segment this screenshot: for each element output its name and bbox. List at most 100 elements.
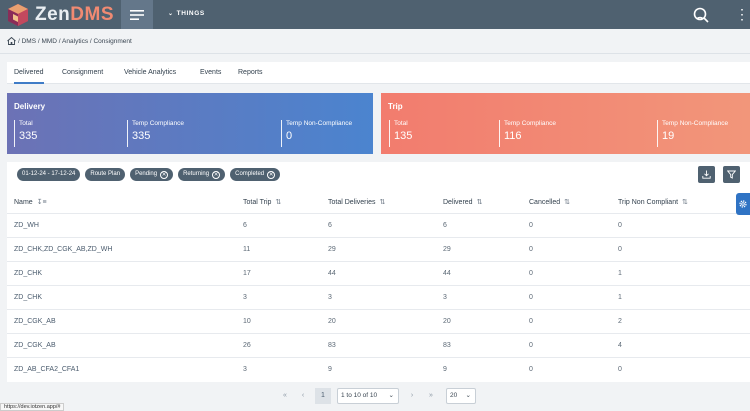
tab-consignment[interactable]: Consignment xyxy=(62,69,104,76)
sort-icon[interactable]: ⇅ xyxy=(476,198,483,206)
table-cell: 29 xyxy=(436,236,522,261)
sort-icon[interactable]: ⇅ xyxy=(275,198,282,206)
sort-icon[interactable]: ⇅ xyxy=(682,198,688,206)
metric-label: Temp Compliance xyxy=(132,120,185,127)
cube-logo-icon xyxy=(8,3,28,26)
chip-label: Pending xyxy=(135,171,158,177)
chip-label: Returning xyxy=(183,171,210,177)
table-cell: 83 xyxy=(436,332,522,357)
table-row[interactable]: ZD_CGK_AB 26 83 83 0 4 xyxy=(7,332,750,357)
current-page-button[interactable]: 1 xyxy=(315,388,331,404)
header-label: Total Deliveries xyxy=(328,198,376,206)
table-cell: 0 xyxy=(522,332,611,357)
table-cell: 0 xyxy=(522,212,611,237)
table-cell: 0 xyxy=(522,236,611,261)
brand-logo[interactable]: ZenDMS xyxy=(0,0,121,29)
remove-filter-icon[interactable]: ✕ xyxy=(212,170,221,179)
tab-events[interactable]: Events xyxy=(200,69,222,76)
table-row[interactable]: ZD_CHK 3 3 3 0 1 xyxy=(7,284,750,309)
settings-panel-toggle[interactable] xyxy=(736,193,750,215)
chip-label: 01-12-24 - 17-12-24 xyxy=(22,171,76,177)
table-cell: 83 xyxy=(321,332,436,357)
table-cell: 0 xyxy=(611,212,750,237)
metric-value: 135 xyxy=(394,130,413,142)
first-page-button[interactable]: « xyxy=(283,392,287,399)
table-cell: 20 xyxy=(436,308,522,333)
table-cell: 4 xyxy=(611,332,750,357)
table-row[interactable]: ZD_CGK_AB 10 20 20 0 2 xyxy=(7,308,750,333)
hamburger-menu-button[interactable] xyxy=(121,0,153,29)
home-icon[interactable] xyxy=(7,37,16,45)
metric-value: 116 xyxy=(504,130,522,142)
remove-filter-icon[interactable]: ✕ xyxy=(267,170,276,179)
column-header-total-deliveries[interactable]: Total Deliveries ⇅ xyxy=(321,191,436,213)
table-row[interactable]: ZD_CHK 17 44 44 0 1 xyxy=(7,260,750,285)
filter-button[interactable] xyxy=(723,166,740,183)
table-cell: 0 xyxy=(522,308,611,333)
last-page-button[interactable]: » xyxy=(429,392,433,399)
delivery-temp-non-compliance-metric: Temp Non-Compliance 0 xyxy=(281,120,352,147)
page-range-select[interactable]: 1 to 10 of 10 ⌄ xyxy=(337,388,399,404)
completed-chip[interactable]: Completed ✕ xyxy=(230,168,281,181)
chevron-down-icon: ⌄ xyxy=(388,392,394,399)
table-cell: 0 xyxy=(611,356,750,381)
remove-filter-icon[interactable]: ✕ xyxy=(160,170,169,179)
brand-name-part1: Zen xyxy=(35,3,71,25)
table-cell: 0 xyxy=(522,356,611,381)
column-header-delivered[interactable]: Delivered ⇅ xyxy=(436,191,522,213)
table-cell: 0 xyxy=(522,260,611,285)
download-icon xyxy=(702,170,711,179)
table-cell: 0 xyxy=(611,236,750,261)
table-row[interactable]: ZD_CHK,ZD_CGK_AB,ZD_WH 11 29 29 0 0 xyxy=(7,236,750,261)
tab-reports[interactable]: Reports xyxy=(238,69,263,76)
table-row[interactable]: ZD_WH 6 6 6 0 0 xyxy=(7,212,750,237)
page-size-select[interactable]: 20 ⌄ xyxy=(446,388,476,404)
metric-label: Temp Non-Compliance xyxy=(286,120,353,127)
metric-label: Temp Non-Compliance xyxy=(662,120,729,127)
chip-label: Route Plan xyxy=(90,171,121,177)
brand-name: ZenDMS xyxy=(35,4,114,26)
breadcrumb-path[interactable]: / DMS / MMD / Analytics / Consignment xyxy=(18,37,132,45)
top-navbar: ZenDMS ⌄ THINGS ⋮ xyxy=(0,0,750,29)
tab-delivered[interactable]: Delivered xyxy=(14,62,44,84)
user-search-icon[interactable] xyxy=(692,6,710,24)
card-title: Delivery xyxy=(14,102,46,111)
table-body: ZD_WH 6 6 6 0 0 ZD_CHK,ZD_CGK_AB,ZD_WH 11 29 29 0 0… xyxy=(7,212,750,381)
next-page-button[interactable]: › xyxy=(410,392,414,399)
header-label: Name xyxy=(14,198,33,206)
hamburger-icon xyxy=(130,9,144,20)
prev-page-button[interactable]: ‹ xyxy=(301,392,305,399)
sort-desc-icon[interactable]: ↧≡ xyxy=(36,198,47,206)
route-plan-chip[interactable]: Route Plan xyxy=(85,168,126,181)
things-dropdown[interactable]: ⌄ THINGS xyxy=(168,10,205,17)
tab-vehicle-analytics[interactable]: Vehicle Analytics xyxy=(124,69,177,76)
table-cell: 3 xyxy=(236,284,321,309)
card-title: Trip xyxy=(388,102,403,111)
table-header-row: Name ↧≡ Total Trip ⇅ Total Deliveries ⇅ Del… xyxy=(7,191,750,213)
download-button[interactable] xyxy=(698,166,715,183)
gear-icon xyxy=(739,200,747,208)
column-header-name[interactable]: Name ↧≡ xyxy=(7,191,236,213)
returning-chip[interactable]: Returning ✕ xyxy=(178,168,226,181)
more-options-icon[interactable]: ⋮ xyxy=(735,6,749,22)
chevron-down-icon: ⌄ xyxy=(168,11,174,17)
sort-icon[interactable]: ⇅ xyxy=(564,198,571,206)
column-header-total-trip[interactable]: Total Trip ⇅ xyxy=(236,191,321,213)
pending-chip[interactable]: Pending ✕ xyxy=(130,168,174,181)
trip-total-metric: Total 135 xyxy=(389,120,412,147)
pagination: « ‹ 1 1 to 10 of 10 ⌄ › » 20 ⌄ xyxy=(0,386,750,406)
delivery-summary-card: Delivery Total 335 Temp Compliance 335 T… xyxy=(7,93,373,154)
table-row[interactable]: ZD_AB_CFA2_CFA1 3 9 9 0 0 xyxy=(7,356,750,381)
cell-name: ZD_CHK,ZD_CGK_AB,ZD_WH xyxy=(7,236,236,261)
sort-icon[interactable]: ⇅ xyxy=(379,198,386,206)
table-cell: 2 xyxy=(611,308,750,333)
consignment-table-panel: 01-12-24 - 17-12-24 Route Plan Pending ✕ … xyxy=(7,162,750,382)
filter-chips: 01-12-24 - 17-12-24 Route Plan Pending ✕ … xyxy=(17,168,281,181)
date-range-chip[interactable]: 01-12-24 - 17-12-24 xyxy=(17,168,81,181)
table-cell: 29 xyxy=(321,236,436,261)
things-label: THINGS xyxy=(176,10,205,17)
column-header-trip-non-compliant[interactable]: Trip Non Compliant ⇅ xyxy=(611,191,750,213)
table-cell: 6 xyxy=(436,212,522,237)
table-cell: 10 xyxy=(236,308,321,333)
column-header-cancelled[interactable]: Cancelled ⇅ xyxy=(522,191,611,213)
